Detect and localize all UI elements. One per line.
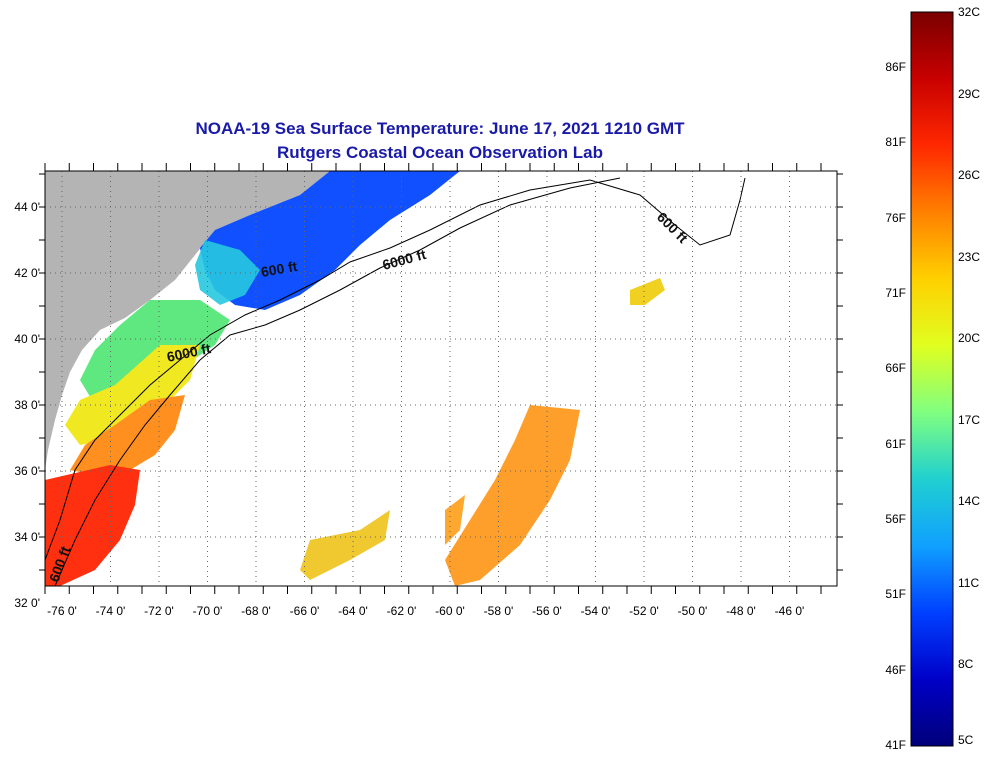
colorbar-celsius-label: 20C (958, 332, 980, 344)
y-tick-label: 38 0' (14, 398, 40, 412)
colorbar-celsius-label: 32C (958, 6, 980, 18)
x-tick-label: -56 0' (532, 604, 562, 618)
x-tick-label: -62 0' (387, 604, 417, 618)
y-tick-label: 42 0' (14, 266, 40, 280)
y-tick-label: 34 0' (14, 530, 40, 544)
colorbar-celsius-label: 14C (958, 495, 980, 507)
y-tick-label: 40 0' (14, 332, 40, 346)
colorbar-celsius-label: 5C (958, 734, 973, 746)
colorbar-celsius-label: 29C (958, 88, 980, 100)
y-tick-label: 36 0' (14, 464, 40, 478)
colorbar-fahrenheit-label: 41F (885, 739, 906, 751)
colorbar-fahrenheit-label: 61F (885, 438, 906, 450)
x-tick-label: -68 0' (241, 604, 271, 618)
x-tick-label: -70 0' (193, 604, 223, 618)
colorbar-celsius-label: 8C (958, 658, 973, 670)
colorbar-fahrenheit-label: 76F (885, 212, 906, 224)
x-tick-label: -54 0' (581, 604, 611, 618)
x-tick-label: -58 0' (484, 604, 514, 618)
x-tick-label: -52 0' (629, 604, 659, 618)
colorbar-celsius-label: 11C (958, 577, 979, 589)
x-tick-label: -48 0' (726, 604, 756, 618)
colorbar-celsius-label: 17C (958, 414, 980, 426)
x-tick-label: -72 0' (144, 604, 174, 618)
colorbar-fahrenheit-label: 81F (885, 136, 906, 148)
colorbar (911, 12, 953, 746)
x-tick-label: -74 0' (96, 604, 126, 618)
y-tick-label: 32 0' (14, 596, 40, 610)
x-tick-label: -64 0' (338, 604, 368, 618)
colorbar-fahrenheit-label: 51F (885, 588, 906, 600)
x-tick-label: -50 0' (678, 604, 708, 618)
x-tick-label: -46 0' (775, 604, 805, 618)
x-tick-label: -76 0' (47, 604, 77, 618)
colorbar-fahrenheit-label: 46F (885, 664, 906, 676)
colorbar-celsius-label: 23C (958, 251, 980, 263)
colorbar-fahrenheit-label: 56F (885, 513, 906, 525)
colorbar-celsius-label: 26C (958, 169, 980, 181)
colorbar-fahrenheit-label: 66F (885, 362, 906, 374)
colorbar-fahrenheit-label: 71F (885, 287, 906, 299)
x-tick-label: -66 0' (290, 604, 320, 618)
x-tick-label: -60 0' (435, 604, 465, 618)
y-tick-label: 44 0' (14, 200, 40, 214)
colorbar-fahrenheit-label: 86F (885, 61, 906, 73)
